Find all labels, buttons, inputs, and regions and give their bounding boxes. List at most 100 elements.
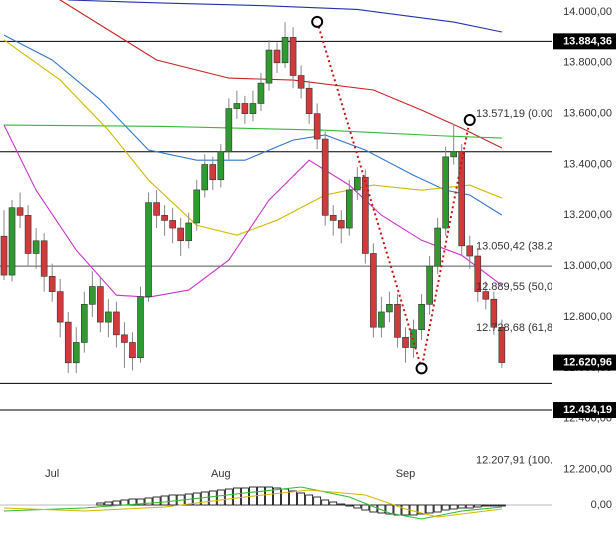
- price-label: 12.620,96: [563, 356, 612, 368]
- osc-bar: [265, 486, 273, 506]
- osc-bar: [313, 496, 322, 506]
- y-tick-label: 12.200,00: [563, 463, 612, 475]
- osc-bar: [297, 492, 306, 506]
- candle-body: [40, 240, 48, 277]
- osc-bar: [441, 504, 450, 511]
- osc-bar: [216, 489, 225, 506]
- osc-bar: [160, 495, 169, 506]
- osc-bar: [305, 494, 314, 506]
- candle-body: [482, 291, 490, 300]
- osc-bar: [361, 504, 370, 511]
- candle-body: [458, 151, 466, 247]
- candle-body: [64, 321, 72, 364]
- candle-body: [265, 49, 273, 84]
- candle-body: [474, 255, 482, 292]
- fib-label: 12.889,55 (50,0: [476, 281, 553, 293]
- candle-body: [241, 103, 249, 114]
- fib-label: 13.050,42 (38.2: [476, 240, 553, 252]
- osc-bar: [329, 501, 338, 506]
- pivot-marker: [463, 114, 476, 126]
- candle-body: [450, 151, 457, 158]
- osc-bar: [417, 504, 426, 515]
- candle-body: [402, 337, 409, 348]
- osc-bar: [337, 503, 346, 506]
- moving-average: [3, 124, 503, 298]
- candle-body: [498, 326, 506, 363]
- osc-bar: [289, 490, 297, 506]
- osc-bar: [104, 501, 113, 506]
- level-label: 12.434,19: [563, 404, 612, 416]
- y-tick-label: 12.800,00: [563, 311, 612, 323]
- y-tick-label: 13.600,00: [563, 108, 612, 120]
- candle-body: [169, 220, 176, 229]
- candle-body: [297, 75, 305, 89]
- level-label-box: [553, 33, 616, 50]
- osc-bar: [473, 504, 482, 508]
- candle-body: [289, 37, 297, 76]
- candle-body: [337, 220, 345, 229]
- candle-body: [16, 207, 24, 216]
- pivot-marker: [415, 362, 428, 375]
- candle-body: [225, 108, 233, 153]
- osc-bar: [144, 497, 153, 506]
- x-tick-label: Jul: [45, 468, 59, 480]
- osc-bar: [449, 504, 458, 510]
- candle-body: [354, 176, 361, 191]
- y-tick-label: 13.200,00: [563, 209, 612, 221]
- candle-body: [193, 189, 201, 224]
- candle-body: [362, 176, 369, 254]
- candle-body: [153, 202, 160, 216]
- osc-bar: [425, 504, 434, 514]
- pivot-marker: [311, 15, 324, 28]
- osc-bar: [489, 504, 498, 507]
- candle-body: [48, 276, 56, 292]
- price-label-box: [553, 354, 616, 371]
- candle-body: [185, 222, 192, 242]
- moving-average: [3, 34, 503, 216]
- candle-body: [72, 342, 80, 364]
- osc-bar: [433, 504, 442, 513]
- candle-body: [177, 227, 184, 242]
- candle-body: [281, 37, 289, 64]
- y-tick-label: 13.000,00: [563, 260, 612, 272]
- osc-bar: [273, 487, 281, 506]
- candle-body: [321, 138, 329, 216]
- y-tick-label: 13.400,00: [563, 158, 612, 170]
- candle-body: [370, 253, 377, 328]
- osc-bar: [321, 499, 330, 506]
- osc-bar: [465, 504, 474, 509]
- level-label-box: [553, 402, 616, 419]
- candle-body: [305, 87, 313, 114]
- osc-bar: [232, 487, 241, 506]
- candle-body: [113, 311, 120, 336]
- candle-body: [217, 151, 225, 181]
- osc-line: [3, 486, 502, 520]
- osc-bar: [168, 494, 177, 506]
- candle-body: [105, 311, 112, 323]
- osc-bar: [128, 498, 137, 506]
- moving-average: [3, 39, 503, 236]
- candle-body: [249, 103, 257, 114]
- candle-body: [273, 49, 281, 64]
- osc-bar: [96, 502, 105, 506]
- moving-average: [3, 124, 502, 139]
- candle-body: [426, 265, 433, 305]
- candle-body: [201, 164, 209, 191]
- candle-body: [81, 304, 88, 343]
- y-tick-label: 13.800,00: [563, 57, 612, 69]
- candle-body: [466, 245, 474, 257]
- candle-body: [0, 235, 8, 276]
- osc-bar: [457, 504, 466, 509]
- candle-body: [313, 113, 321, 140]
- candle-body: [121, 334, 128, 343]
- candle-body: [56, 291, 64, 323]
- x-tick-label: Aug: [211, 468, 231, 480]
- candle-body: [129, 342, 136, 359]
- candle-body: [345, 189, 353, 229]
- candle-body: [233, 103, 241, 109]
- osc-bar: [345, 504, 354, 507]
- candle-body: [145, 202, 152, 297]
- fib-label: 12.728,68 (61,8: [476, 322, 553, 334]
- osc-line: [3, 489, 502, 518]
